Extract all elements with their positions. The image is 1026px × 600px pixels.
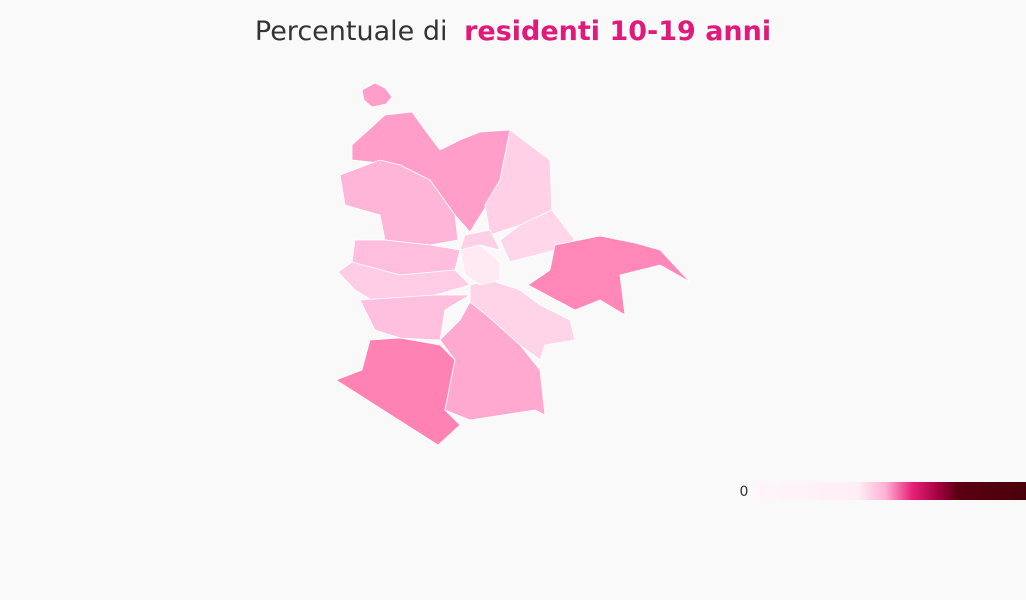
legend-gradient xyxy=(755,482,1026,500)
region xyxy=(439,301,546,421)
region xyxy=(359,294,471,341)
region xyxy=(339,159,459,246)
title-prefix: Percentuale di xyxy=(255,16,448,47)
region xyxy=(459,244,501,286)
region xyxy=(527,235,691,316)
legend-min-label: 0 xyxy=(740,484,749,500)
region xyxy=(484,129,553,236)
map-title: Percentuale di residenti 10-19 anni xyxy=(255,16,771,47)
region xyxy=(469,279,576,361)
region xyxy=(335,337,461,446)
legend: 0 xyxy=(740,482,1026,500)
map xyxy=(335,82,691,446)
island xyxy=(361,82,393,108)
title-highlight: residenti 10-19 anni xyxy=(464,16,771,47)
region xyxy=(459,229,501,251)
